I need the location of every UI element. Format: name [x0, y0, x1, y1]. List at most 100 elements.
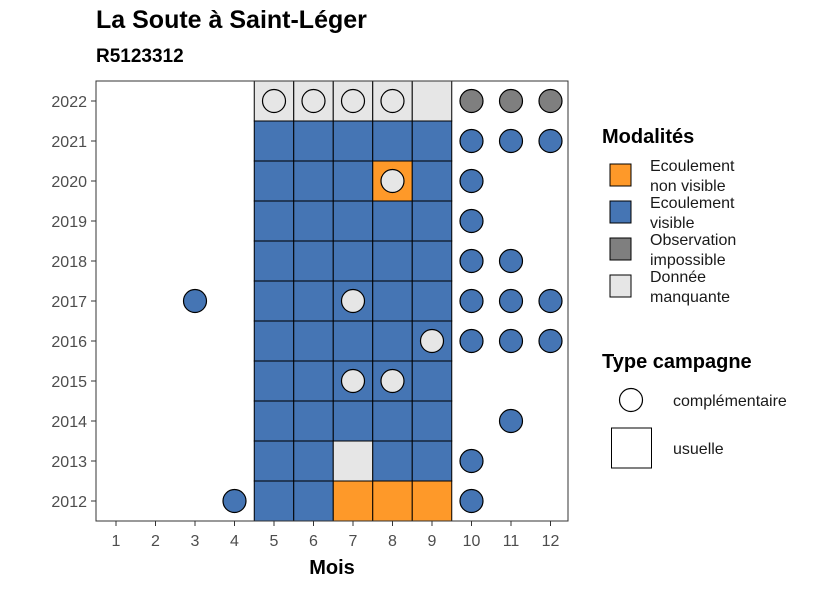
- x-tick-label: 7: [349, 533, 358, 550]
- point-2022-11: [498, 88, 524, 114]
- y-tick-label: 2019: [51, 214, 87, 231]
- legend-key-0: [609, 163, 632, 187]
- tile-2012-8: [372, 480, 413, 522]
- legend-type-label-1: usuelle: [673, 441, 724, 458]
- tile-2012-5: [253, 480, 295, 522]
- legend-label-1: Ecoulement: [650, 195, 735, 212]
- point-2015-7: [340, 368, 366, 394]
- legend-label-3: Donnée: [650, 269, 706, 286]
- x-tick-label: 1: [112, 533, 121, 550]
- point-2016-9: [419, 328, 445, 354]
- point-2020-8: [380, 168, 405, 194]
- point-2022-8: [380, 88, 405, 114]
- points-layer: [182, 88, 563, 514]
- point-2013-10: [459, 448, 484, 474]
- tile-2012-6: [293, 480, 334, 522]
- point-2022-5: [261, 88, 287, 114]
- tile-2020-7: [332, 160, 374, 202]
- tile-2019-7: [332, 200, 374, 242]
- page-subtitle: R5123312: [96, 46, 184, 67]
- tile-2016-5: [253, 320, 295, 362]
- tile-2022-5: [253, 80, 295, 122]
- point-2017-11: [498, 288, 524, 314]
- x-tick-label: 5: [270, 533, 279, 550]
- legend-key-1: [609, 200, 632, 224]
- legend-label-1: visible: [650, 215, 695, 232]
- point-2017-10: [459, 288, 484, 314]
- tile-2021-8: [372, 120, 413, 162]
- point-2021-10: [459, 128, 484, 154]
- tile-2014-6: [293, 400, 334, 442]
- y-tick-label: 2016: [51, 334, 87, 351]
- tile-2014-8: [372, 400, 413, 442]
- point-2021-11: [498, 128, 524, 154]
- legend-square-key: [611, 427, 652, 469]
- point-2016-12: [538, 328, 563, 354]
- point-2012-4: [222, 488, 247, 514]
- legend-modalites-title: Modalités: [602, 126, 694, 148]
- point-2016-11: [498, 328, 524, 354]
- tile-2020-5: [253, 160, 295, 202]
- tile-2020-9: [411, 160, 453, 202]
- tile-2021-7: [332, 120, 374, 162]
- tile-2018-5: [253, 240, 295, 282]
- tile-2017-5: [253, 280, 295, 322]
- tile-2017-9: [411, 280, 453, 322]
- tile-2016-8: [372, 320, 413, 362]
- tile-2014-5: [253, 400, 295, 442]
- tile-2016-7: [332, 320, 374, 362]
- tile-2012-9: [411, 480, 453, 522]
- tile-2018-8: [372, 240, 413, 282]
- x-tick-label: 4: [230, 533, 239, 550]
- legend-label-0: Ecoulement: [650, 158, 735, 175]
- tile-2013-5: [253, 440, 295, 482]
- tile-2014-9: [411, 400, 453, 442]
- tile-2019-8: [372, 200, 413, 242]
- tile-2013-6: [293, 440, 334, 482]
- y-axis: 2012 2013 2014 2015 2016 2017 2018 2019 2020 2021…: [51, 94, 96, 511]
- point-2017-3: [182, 288, 208, 314]
- legend-label-2: impossible: [650, 252, 726, 269]
- tile-2017-6: [293, 280, 334, 322]
- tile-2018-7: [332, 240, 374, 282]
- tile-2015-6: [293, 360, 334, 402]
- point-2015-8: [380, 368, 405, 394]
- tile-2020-6: [293, 160, 334, 202]
- tile-2021-9: [411, 120, 453, 162]
- point-2017-12: [538, 288, 563, 314]
- x-axis-title: Mois: [309, 557, 355, 579]
- legend-label-2: Observation: [650, 232, 736, 249]
- point-2022-7: [340, 88, 366, 114]
- x-axis: 1 2 3 4 5 6 7 8 9 10 11 12: [112, 521, 560, 550]
- tile-2013-8: [372, 440, 413, 482]
- point-2022-12: [538, 88, 563, 114]
- tile-2019-9: [411, 200, 453, 242]
- tile-2015-9: [411, 360, 453, 402]
- tile-2018-9: [411, 240, 453, 282]
- y-tick-label: 2012: [51, 494, 87, 511]
- legend-type-label-0: complémentaire: [673, 393, 787, 410]
- point-2020-10: [459, 168, 484, 194]
- x-tick-label: 9: [428, 533, 437, 550]
- point-2016-10: [459, 328, 484, 354]
- tile-2019-5: [253, 200, 295, 242]
- legend-key-2: [609, 237, 632, 261]
- page-title: La Soute à Saint-Léger: [96, 6, 367, 34]
- y-tick-label: 2014: [51, 414, 87, 431]
- x-tick-label: 6: [309, 533, 318, 550]
- point-2021-12: [538, 128, 563, 154]
- point-2017-7: [340, 288, 366, 314]
- point-2022-10: [459, 88, 484, 114]
- legend-key-3: [609, 274, 632, 298]
- tile-2016-6: [293, 320, 334, 362]
- tile-2013-7: [332, 440, 374, 482]
- tile-2014-7: [332, 400, 374, 442]
- point-2018-10: [459, 248, 484, 274]
- tile-2021-5: [253, 120, 295, 162]
- tile-2012-7: [332, 480, 374, 522]
- legend-type-title: Type campagne: [602, 351, 752, 373]
- tile-2013-9: [411, 440, 453, 482]
- tile-2019-6: [293, 200, 334, 242]
